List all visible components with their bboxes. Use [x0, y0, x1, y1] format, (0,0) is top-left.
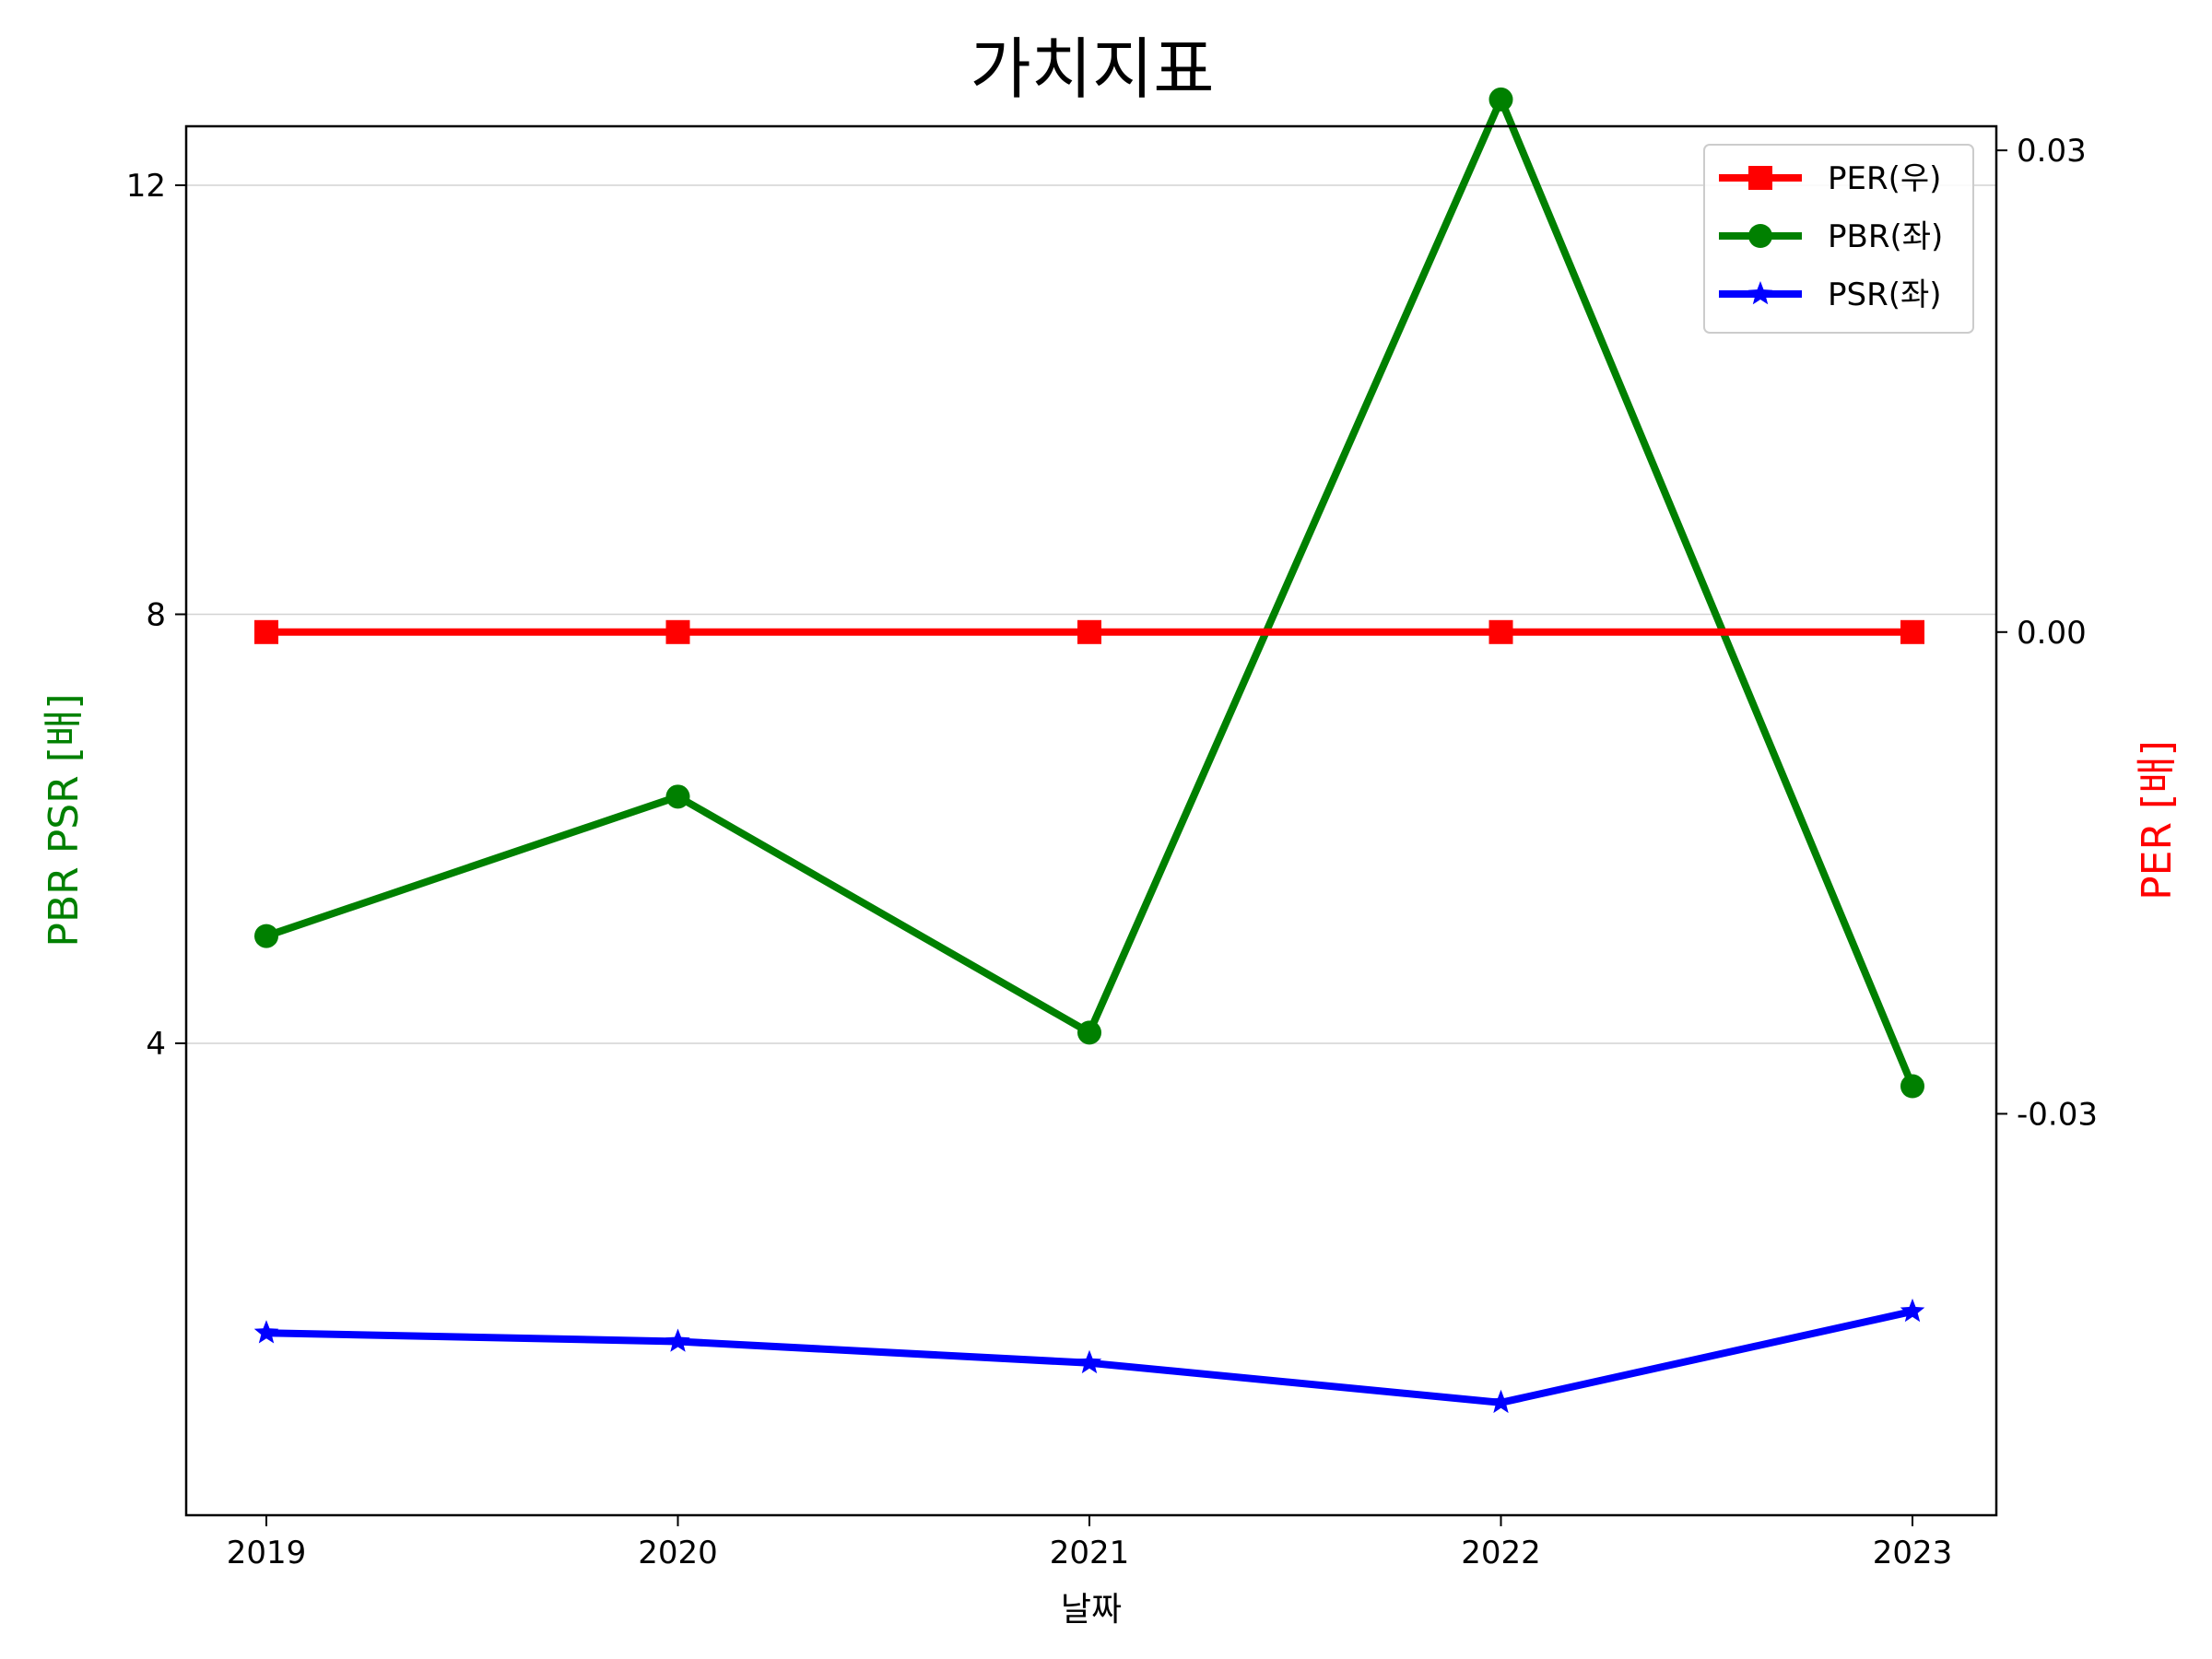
data-point-per: [1488, 619, 1513, 644]
data-point-pbr: [1077, 1020, 1101, 1045]
legend-label: PER(우): [1828, 160, 1941, 197]
right-y-tick-label: -0.03: [2017, 1096, 2098, 1133]
data-point-psr: [1900, 1298, 1925, 1323]
left-y-axis: 4 8 12: [126, 168, 186, 1063]
legend-entry: PSR(좌): [1719, 276, 1942, 313]
data-point-psr: [665, 1328, 690, 1352]
x-tick-label: 2020: [638, 1535, 718, 1571]
left-y-axis-label: PBR PSR [배]: [41, 693, 88, 947]
data-point-per: [1077, 619, 1101, 644]
legend-entry: PER(우): [1719, 160, 1941, 197]
legend-box: [1703, 144, 1974, 334]
x-axis-label: 날짜: [1061, 1591, 1122, 1629]
data-point-per: [254, 619, 278, 644]
legend-marker: [1748, 224, 1772, 248]
legend-label: PSR(좌): [1828, 276, 1942, 313]
x-tick-label: 2021: [1050, 1535, 1130, 1571]
x-tick-label: 2022: [1461, 1535, 1541, 1571]
left-y-tick-label: 8: [146, 596, 166, 633]
legend: PER(우) PBR(좌) PSR(좌): [1703, 144, 1974, 334]
plot-frame: [184, 124, 1998, 1517]
series-layer: [253, 87, 1925, 1414]
right-y-axis-label: PER [배]: [2134, 740, 2181, 900]
data-point-pbr: [254, 924, 278, 948]
chart-title: 가치지표: [971, 30, 1215, 108]
x-axis: 2019 2020 2021 2022 2023: [227, 1515, 1953, 1571]
data-point-psr: [1077, 1349, 1102, 1374]
data-point-pbr: [1900, 1074, 1924, 1099]
legend-marker: [1747, 281, 1773, 305]
x-tick-label: 2023: [1873, 1535, 1953, 1571]
legend-entry: PBR(좌): [1719, 218, 1943, 255]
x-tick-label: 2019: [227, 1535, 307, 1571]
series-per: [254, 619, 1924, 644]
left-y-tick-label: 4: [146, 1026, 166, 1063]
data-point-per: [665, 619, 690, 644]
data-point-per: [1900, 619, 1924, 644]
data-point-psr: [253, 1320, 279, 1344]
right-y-axis: -0.03 0.00 0.03: [1996, 133, 2098, 1133]
legend-label: PBR(좌): [1828, 218, 1943, 255]
series-psr: [253, 1298, 1925, 1414]
data-point-psr: [1488, 1389, 1513, 1414]
legend-marker: [1748, 166, 1772, 190]
data-point-pbr: [1488, 87, 1513, 112]
right-y-tick-label: 0.00: [2017, 615, 2087, 652]
right-y-tick-label: 0.03: [2017, 133, 2087, 170]
left-y-tick-label: 12: [126, 168, 166, 205]
data-point-pbr: [665, 784, 690, 809]
series-pbr: [254, 87, 1924, 1099]
